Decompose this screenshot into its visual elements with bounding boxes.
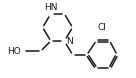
Text: HO: HO (7, 46, 21, 56)
Text: Cl: Cl (98, 23, 106, 32)
Text: N: N (66, 37, 72, 46)
Text: HN: HN (44, 3, 58, 12)
